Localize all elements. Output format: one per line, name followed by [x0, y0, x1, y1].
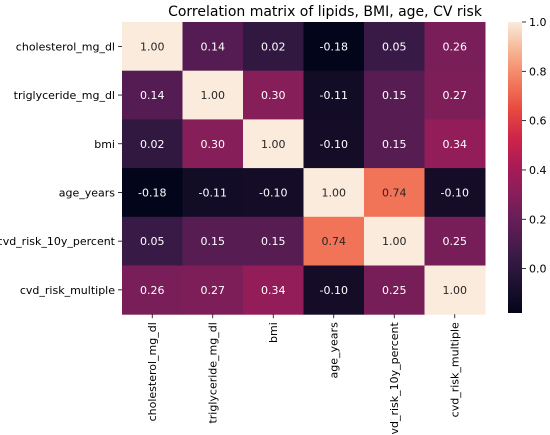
heatmap-cell — [303, 168, 365, 218]
cell-value-label: 0.74 — [322, 235, 347, 248]
cell-value-label: 0.05 — [140, 235, 165, 248]
heatmap-cell — [182, 70, 244, 120]
heatmap-cell — [303, 119, 365, 169]
colorbar-tick-label: 0.2 — [529, 213, 547, 226]
heatmap-cell — [303, 216, 365, 266]
cell-value-label: 0.15 — [382, 89, 407, 102]
heatmap-cells: 1.00 0.14 0.02 -0.18 0.05 0.26 0.14 1.00 0.30 -0.… — [122, 22, 486, 315]
heatmap-cell — [122, 168, 183, 218]
cell-value-label: -0.11 — [320, 89, 348, 102]
heatmap-cell — [303, 265, 365, 315]
cell-value-label: 1.00 — [261, 138, 286, 151]
cell-value-label: 0.02 — [261, 40, 286, 53]
row-tick-label: cholesterol_mg_dl — [16, 40, 115, 53]
col-tick-label: cvd_risk_multiple — [449, 322, 462, 417]
heatmap-cell — [122, 216, 183, 266]
heatmap-cell — [364, 22, 425, 72]
heatmap-cell — [122, 22, 183, 72]
row-tick-label: bmi — [94, 138, 115, 151]
colorbar-tick-label: 0.0 — [529, 263, 547, 276]
cell-value-label: 0.27 — [443, 89, 468, 102]
cell-value-label: -0.10 — [320, 138, 348, 151]
heatmap-cell — [424, 216, 486, 266]
cell-value-label: 0.15 — [382, 138, 407, 151]
cell-value-label: 0.25 — [382, 284, 407, 297]
heatmap-cell — [182, 22, 244, 72]
col-tick-label: triglyceride_mg_dl — [207, 322, 220, 423]
heatmap-cell — [182, 119, 244, 169]
heatmap-cell — [243, 265, 304, 315]
heatmap-cell — [122, 265, 183, 315]
col-tick-label: age_years — [328, 322, 341, 379]
cell-value-label: 1.00 — [382, 235, 407, 248]
colorbar-tick-label: 1.0 — [529, 16, 547, 29]
heatmap-cell — [243, 216, 304, 266]
cell-value-label: 0.26 — [443, 40, 468, 53]
heatmap-cell — [424, 70, 486, 120]
heatmap-cell — [243, 70, 304, 120]
cell-value-label: 0.15 — [261, 235, 286, 248]
cell-value-label: 0.34 — [443, 138, 468, 151]
heatmap-cell — [424, 265, 486, 315]
heatmap-cell — [424, 22, 486, 72]
heatmap-cell — [364, 216, 425, 266]
row-tick-label: age_years — [59, 186, 116, 199]
colorbar-tick-label: 0.6 — [529, 115, 547, 128]
heatmap-cell — [364, 168, 425, 218]
heatmap-cell — [303, 70, 365, 120]
heatmap-cell — [424, 119, 486, 169]
cell-value-label: 1.00 — [201, 89, 226, 102]
colorbar-tick-label: 0.4 — [529, 164, 547, 177]
cell-value-label: 0.30 — [261, 89, 286, 102]
cell-value-label: 0.26 — [140, 284, 165, 297]
colorbar: 0.0 0.2 0.4 0.6 0.8 1.0 — [508, 16, 547, 313]
cell-value-label: -0.18 — [320, 40, 348, 53]
col-tick-label: cvd_risk_10y_percent — [388, 322, 401, 435]
cell-value-label: 1.00 — [443, 284, 468, 297]
heatmap-cell — [182, 168, 244, 218]
cell-value-label: 0.30 — [201, 138, 226, 151]
heatmap-cell — [303, 22, 365, 72]
cell-value-label: -0.18 — [138, 186, 166, 199]
cell-value-label: 0.74 — [382, 186, 407, 199]
cell-value-label: 0.14 — [201, 40, 226, 53]
col-tick-label: bmi — [267, 322, 280, 343]
col-tick-labels: cholesterol_mg_dl triglyceride_mg_dl bmi ag… — [146, 314, 462, 435]
heatmap-cell — [424, 168, 486, 218]
cell-value-label: -0.11 — [199, 186, 227, 199]
cell-value-label: 0.14 — [140, 89, 165, 102]
heatmap-cell — [364, 265, 425, 315]
cell-value-label: 0.15 — [201, 235, 226, 248]
cell-value-label: 1.00 — [140, 40, 165, 53]
row-tick-label: triglyceride_mg_dl — [14, 89, 115, 102]
cell-value-label: 0.27 — [201, 284, 226, 297]
col-tick-label: cholesterol_mg_dl — [146, 322, 159, 421]
heatmap-cell — [122, 70, 183, 120]
heatmap-cell — [364, 70, 425, 120]
colorbar-tick-label: 0.8 — [529, 65, 547, 78]
heatmap-cell — [364, 119, 425, 169]
cell-value-label: 1.00 — [322, 186, 347, 199]
heatmap-cell — [182, 216, 244, 266]
chart-title: Correlation matrix of lipids, BMI, age, … — [168, 4, 483, 20]
colorbar-gradient — [508, 22, 522, 313]
cell-value-label: 0.25 — [443, 235, 468, 248]
cell-value-label: -0.10 — [441, 186, 469, 199]
cell-value-label: -0.10 — [259, 186, 287, 199]
heatmap-cell — [243, 119, 304, 169]
cell-value-label: 0.02 — [140, 138, 165, 151]
cell-value-label: -0.10 — [320, 284, 348, 297]
row-tick-label: cvd_risk_multiple — [20, 284, 115, 297]
heatmap-cell — [243, 168, 304, 218]
cell-value-label: 0.34 — [261, 284, 286, 297]
heatmap-cell — [243, 22, 304, 72]
row-tick-label: cvd_risk_10y_percent — [0, 235, 116, 248]
heatmap-cell — [122, 119, 183, 169]
heatmap-cell — [182, 265, 244, 315]
cell-value-label: 0.05 — [382, 40, 407, 53]
